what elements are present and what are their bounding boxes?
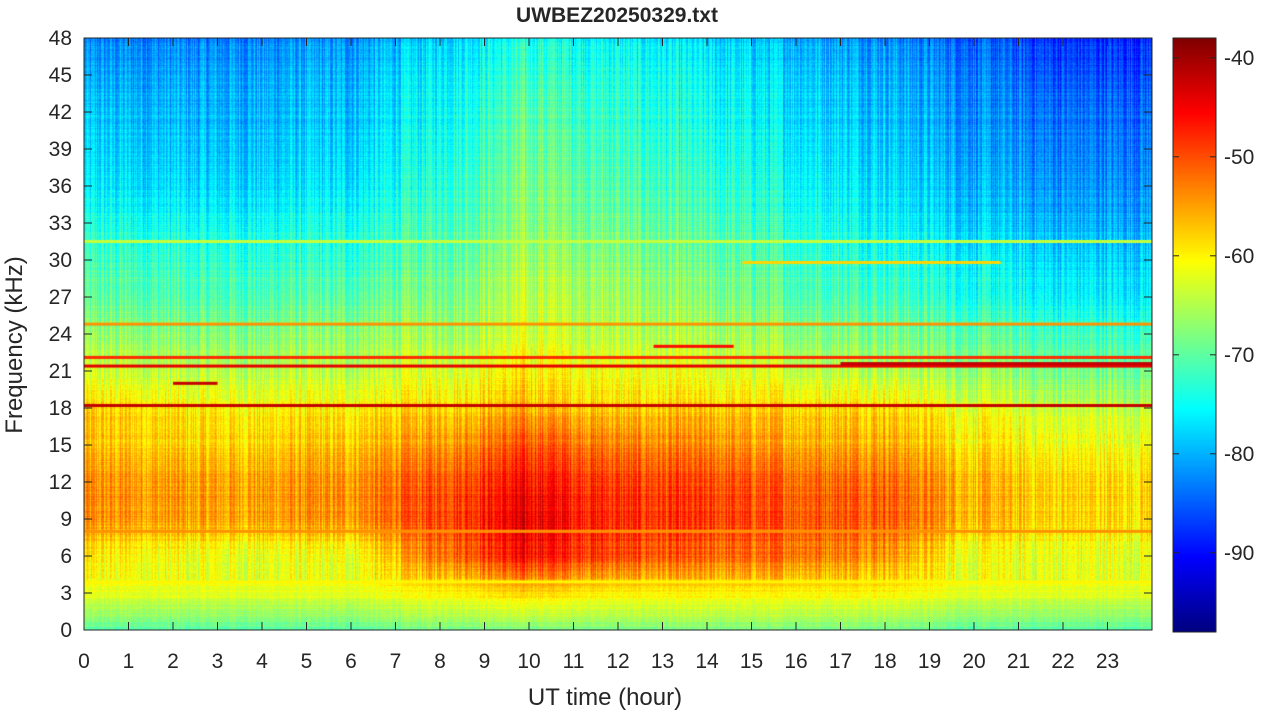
y-tick-label: 48	[49, 27, 72, 50]
x-tick-label: 17	[829, 650, 852, 673]
x-tick-label: 11	[563, 650, 585, 673]
x-tick-label: 20	[962, 650, 985, 673]
x-tick-label: 22	[1051, 650, 1074, 673]
x-tick-label: 10	[517, 650, 540, 673]
y-tick-label: 9	[60, 508, 72, 531]
x-tick-label: 15	[740, 650, 763, 673]
x-tick-label: 18	[873, 650, 896, 673]
x-tick-label: 3	[212, 650, 224, 673]
x-tick-label: 12	[606, 650, 629, 673]
spectrogram-heatmap	[84, 38, 1152, 630]
y-tick-label: 21	[49, 360, 72, 383]
x-axis-label: UT time (hour)	[528, 684, 682, 711]
x-tick-label: 6	[345, 650, 357, 673]
x-tick-label: 13	[651, 650, 674, 673]
x-tick-label: 8	[434, 650, 446, 673]
colorbar-ticks: -40 -50 -60 -70 -80 -90	[1173, 47, 1254, 565]
colorbar-gradient	[1173, 38, 1216, 632]
y-tick-label: 6	[60, 545, 72, 568]
colorbar: -40 -50 -60 -70 -80 -90	[1172, 37, 1254, 633]
colorbar-tick-label: -90	[1224, 542, 1254, 565]
y-tick-label: 36	[49, 175, 72, 198]
x-tick-label: 21	[1007, 650, 1030, 673]
colorbar-tick-label: -70	[1224, 344, 1254, 367]
y-tick-label: 27	[49, 286, 72, 309]
plot-area	[83, 37, 1153, 631]
x-tick-label: 23	[1096, 650, 1119, 673]
chart-title: UWBEZ20250329.txt	[516, 4, 718, 27]
x-tick-label: 14	[695, 650, 719, 673]
x-tick-label: 7	[390, 650, 402, 673]
x-tick-label: 4	[256, 650, 268, 673]
x-tick-label: 5	[301, 650, 313, 673]
x-tick-label: 1	[123, 650, 135, 673]
y-tick-label: 3	[60, 582, 72, 605]
y-tick-label: 12	[49, 471, 72, 494]
y-tick-label: 18	[49, 397, 72, 420]
colorbar-tick-label: -60	[1224, 245, 1254, 268]
y-tick-label: 45	[49, 64, 72, 87]
y-tick-label: 33	[49, 212, 72, 235]
colorbar-tick-label: -50	[1224, 146, 1254, 169]
colorbar-tick-label: -40	[1224, 47, 1254, 70]
y-tick-label: 39	[49, 138, 72, 161]
y-tick-label: 0	[60, 619, 72, 642]
y-tick-label: 24	[49, 323, 73, 346]
y-tick-label: 30	[49, 249, 72, 272]
x-axis: 0 1 2 3 4 5 6 7 8 9 10 11 12 13 14 15 16 17 18 19 20 21 22 23	[78, 38, 1119, 673]
x-tick-label: 2	[167, 650, 179, 673]
x-tick-label: 16	[784, 650, 807, 673]
x-tick-label: 9	[479, 650, 491, 673]
colorbar-tick-label: -80	[1224, 443, 1254, 466]
colorbar-frame	[1172, 37, 1217, 633]
x-tick-label: 0	[78, 650, 90, 673]
y-tick-label: 42	[49, 101, 72, 124]
x-tick-label: 19	[918, 650, 941, 673]
y-axis-label: Frequency (kHz)	[1, 256, 28, 433]
y-tick-label: 15	[49, 434, 72, 457]
